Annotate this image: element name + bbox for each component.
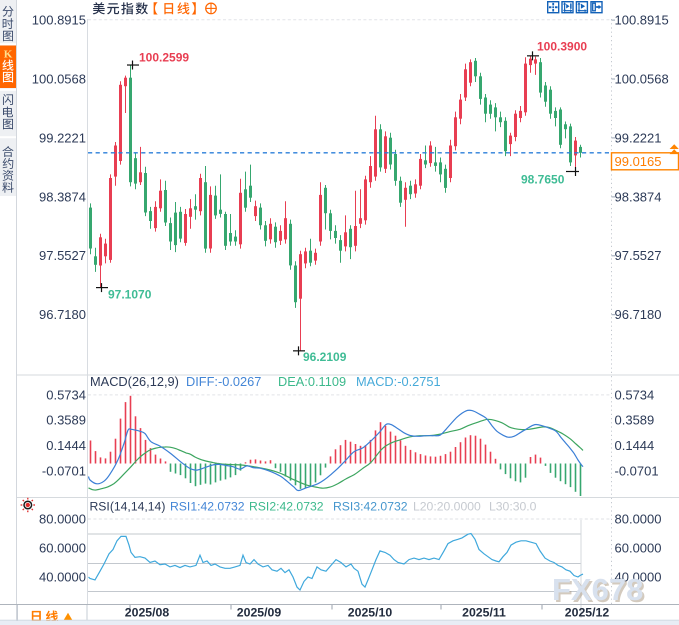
svg-text:0.1444: 0.1444 [46,438,86,453]
svg-text:100.0568: 100.0568 [32,71,86,86]
svg-text:60.0000: 60.0000 [39,540,86,555]
svg-text:100.3900: 100.3900 [537,40,587,54]
svg-text:98.3874: 98.3874 [615,189,662,204]
svg-text:RSI1:42.0732: RSI1:42.0732 [170,500,245,514]
svg-text:RSI2:42.0732: RSI2:42.0732 [249,500,324,514]
svg-text:98.7650: 98.7650 [521,172,565,186]
svg-text:RSI(14,14,14): RSI(14,14,14) [90,500,166,514]
svg-text:RSI3:42.0732: RSI3:42.0732 [333,500,408,514]
svg-text:-0.0701: -0.0701 [615,463,659,478]
svg-text:FX678: FX678 [554,574,645,609]
svg-text:2025/12: 2025/12 [565,606,610,620]
svg-text:DEA:0.1109: DEA:0.1109 [278,374,346,389]
svg-text:DIFF:-0.0267: DIFF:-0.0267 [186,374,261,389]
svg-text:L20:20.0000: L20:20.0000 [413,500,481,514]
svg-text:96.2109: 96.2109 [303,350,347,364]
svg-text:L30:30.0: L30:30.0 [489,500,537,514]
svg-text:0.5734: 0.5734 [615,387,655,402]
svg-text:MACD(26,12,9): MACD(26,12,9) [90,374,179,389]
svg-text:K: K [4,48,13,60]
svg-text:96.7180: 96.7180 [615,307,662,322]
svg-text:99.0165: 99.0165 [615,154,662,169]
svg-text:2025/09: 2025/09 [237,606,282,620]
svg-text:2025/11: 2025/11 [462,606,506,620]
svg-text:100.2599: 100.2599 [139,51,189,65]
svg-text:0.1444: 0.1444 [615,438,655,453]
svg-text:-0.0701: -0.0701 [42,463,86,478]
svg-text:40.0000: 40.0000 [39,569,86,584]
svg-text:MACD:-0.2751: MACD:-0.2751 [356,374,441,389]
svg-text:100.0568: 100.0568 [615,71,669,86]
svg-text:2025/10: 2025/10 [348,606,393,620]
svg-text:100.8915: 100.8915 [32,13,86,28]
svg-text:80.0000: 80.0000 [39,511,86,526]
svg-text:80.0000: 80.0000 [615,511,662,526]
svg-text:0.3589: 0.3589 [615,413,655,428]
svg-text:0.5734: 0.5734 [46,387,86,402]
svg-text:97.1070: 97.1070 [108,288,152,302]
svg-text:97.5527: 97.5527 [39,248,86,263]
svg-text:100.8915: 100.8915 [615,13,669,28]
svg-text:FX678: FX678 [552,572,643,607]
svg-text:60.0000: 60.0000 [615,540,662,555]
svg-text:2025/08: 2025/08 [125,606,170,620]
svg-text:97.5527: 97.5527 [615,248,662,263]
svg-text:99.2221: 99.2221 [39,130,86,145]
svg-text:0.3589: 0.3589 [46,413,86,428]
svg-text:99.2221: 99.2221 [615,130,662,145]
svg-text:98.3874: 98.3874 [39,189,86,204]
svg-text:40.0000: 40.0000 [615,569,662,584]
svg-text:96.7180: 96.7180 [39,307,86,322]
